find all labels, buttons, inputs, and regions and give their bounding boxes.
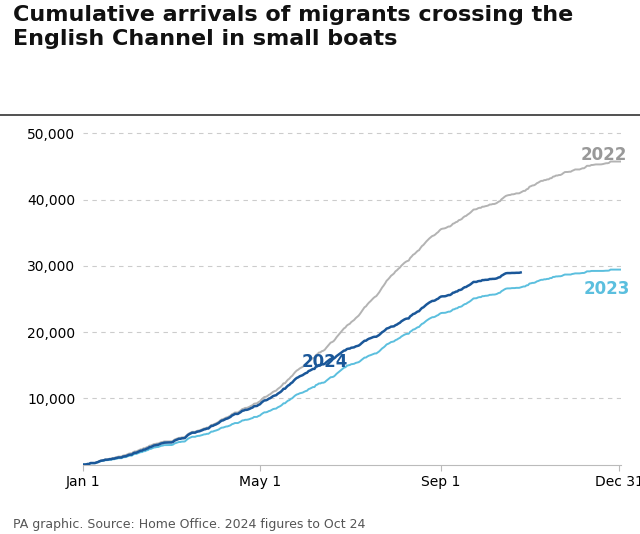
Text: 2024: 2024 xyxy=(301,353,348,371)
Text: 2022: 2022 xyxy=(581,146,627,163)
Text: PA graphic. Source: Home Office. 2024 figures to Oct 24: PA graphic. Source: Home Office. 2024 fi… xyxy=(13,519,365,531)
Text: Cumulative arrivals of migrants crossing the
English Channel in small boats: Cumulative arrivals of migrants crossing… xyxy=(13,5,573,49)
Text: 2023: 2023 xyxy=(584,280,630,298)
